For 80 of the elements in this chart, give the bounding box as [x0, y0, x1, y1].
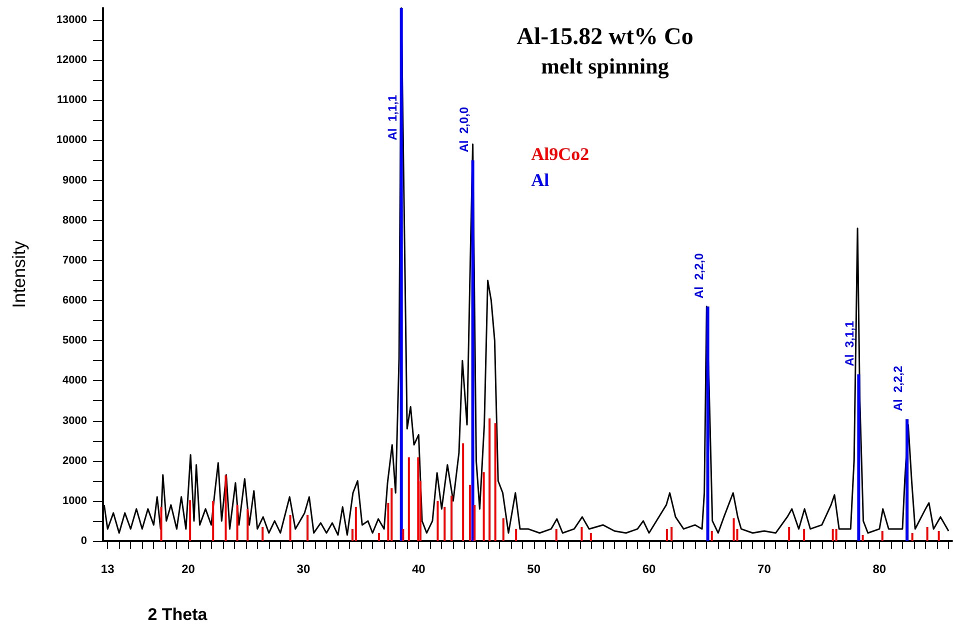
bar	[417, 457, 420, 541]
bar	[832, 528, 834, 541]
bar	[835, 528, 838, 541]
y-tick-label: 6000	[62, 294, 87, 307]
bar	[926, 526, 928, 541]
bar	[488, 418, 491, 541]
x-axis-title: 2 Theta	[148, 605, 208, 624]
bar	[515, 528, 518, 541]
x-tick-label: 40	[412, 562, 426, 576]
annotation: Al 3,1,1	[842, 320, 857, 366]
x-tick-label: 80	[872, 562, 886, 576]
bar	[857, 374, 860, 541]
y-tick-label: 4000	[62, 374, 87, 387]
y-tick-label: 1000	[62, 494, 87, 507]
y-tick-label: 3000	[62, 414, 87, 427]
y-tick-label: 12000	[56, 54, 87, 66]
bar	[706, 306, 710, 541]
bar	[670, 526, 673, 541]
bar	[289, 514, 292, 541]
bar	[580, 526, 583, 541]
bar	[502, 518, 504, 541]
bar	[390, 488, 393, 541]
text: Al-15.82 wt% Co	[516, 24, 694, 50]
bar	[444, 506, 446, 541]
bar	[494, 423, 496, 541]
y-axis-title: Intensity	[9, 240, 29, 308]
x-tick-label: 50	[527, 562, 541, 576]
bar	[938, 530, 940, 541]
y-tick-label: 9000	[62, 174, 87, 186]
bar	[436, 500, 439, 541]
y-tick-label: 2000	[62, 454, 87, 467]
bar	[666, 528, 668, 541]
y-tick-label: 7000	[62, 254, 87, 266]
annotation: Al 1,1,1	[385, 94, 400, 140]
bar	[408, 457, 410, 541]
bar	[236, 504, 238, 541]
y-tick-label: 8000	[62, 214, 87, 226]
bar	[911, 532, 914, 541]
bar	[246, 508, 249, 541]
bar	[462, 443, 464, 541]
bar	[306, 514, 309, 541]
bar	[450, 496, 453, 541]
bar	[590, 532, 592, 541]
annotation: Al 2,2,2	[891, 365, 906, 412]
bar	[732, 518, 735, 541]
bar	[555, 528, 558, 541]
bar	[881, 530, 884, 541]
bar	[402, 528, 404, 541]
x-tick-label: 13	[100, 562, 115, 576]
bar	[224, 475, 227, 541]
text: Al	[531, 170, 550, 190]
y-tick-label: 10000	[56, 134, 87, 146]
bar	[482, 472, 485, 541]
bar	[400, 8, 403, 541]
y-tick-label: 5000	[62, 334, 87, 347]
bar	[160, 506, 162, 541]
bar	[803, 528, 806, 541]
bar	[262, 526, 264, 541]
text: Al9Co2	[531, 144, 590, 164]
annotation: Al 2,2,0	[692, 252, 706, 299]
y-tick-label: 13000	[56, 14, 87, 26]
x-tick-label: 30	[296, 562, 310, 576]
bar	[471, 160, 474, 541]
bar	[189, 500, 192, 541]
annotation: Al 2,0,0	[456, 106, 471, 152]
bar	[474, 504, 476, 541]
bar	[862, 534, 864, 541]
x-tick-label: 20	[182, 562, 196, 576]
bar	[354, 506, 357, 541]
y-tick-label: 0	[80, 535, 87, 547]
text: melt spinning	[541, 54, 669, 78]
y-tick-label: 11000	[57, 94, 87, 106]
bar	[906, 419, 909, 541]
x-tick-label: 60	[642, 562, 656, 576]
bar	[378, 532, 380, 541]
bar	[212, 500, 214, 541]
bar	[710, 530, 713, 541]
bar	[788, 526, 790, 541]
bar	[468, 484, 471, 541]
x-tick-label: 70	[758, 562, 772, 576]
